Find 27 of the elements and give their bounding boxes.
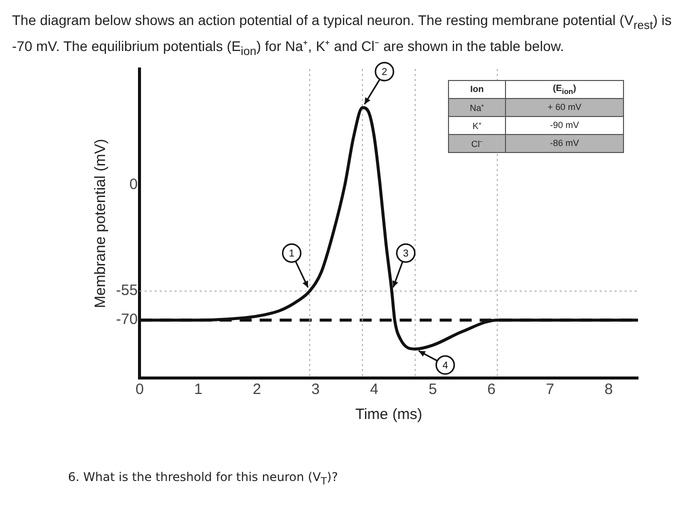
x-tick-label: 1	[194, 381, 202, 398]
y-axis-title: Membrane potential (mV)	[92, 138, 110, 308]
annotation: 2	[382, 66, 388, 78]
annotation: 4	[442, 360, 448, 372]
x-tick-label: 3	[311, 381, 320, 398]
x-tick-label: 2	[252, 381, 262, 398]
annotation: -86 mV	[506, 134, 624, 152]
text: 6. What is the threshold for this neuron (V$_{T}$)?	[68, 470, 338, 488]
annotation: 3	[402, 248, 409, 260]
x-axis-title: Time (ms)	[355, 406, 422, 424]
annotation: -90 mV	[506, 116, 624, 134]
annotation: Na⁺	[448, 98, 506, 116]
chart-title: The diagram below shows an action potential of a typical neuron. The resting membrane potential (V$_{rest}$) is -70 mV. The equilibrium potentials (E$_{ion}$) for Na⁺, K⁺ and Cl⁻ are shown in the table below.	[12, 12, 672, 58]
x-tick-label: 6	[487, 381, 496, 398]
annotation: K⁺	[448, 116, 506, 134]
y-tick-label: -70	[116, 311, 138, 328]
x-tick-label: 8	[604, 381, 613, 398]
y-tick-label: 0	[129, 176, 138, 194]
annotation: Ion	[448, 80, 506, 98]
y-tick-label: -55	[116, 282, 138, 300]
x-tick-label: 4	[370, 381, 378, 398]
annotation: + 60 mV	[506, 98, 624, 116]
annotation: (E$_{ion}$)	[506, 80, 624, 98]
x-tick-label: 5	[428, 381, 437, 398]
annotation: Cl⁻	[448, 134, 506, 152]
annotation: 1	[288, 248, 295, 260]
x-tick-label: 7	[546, 381, 554, 398]
